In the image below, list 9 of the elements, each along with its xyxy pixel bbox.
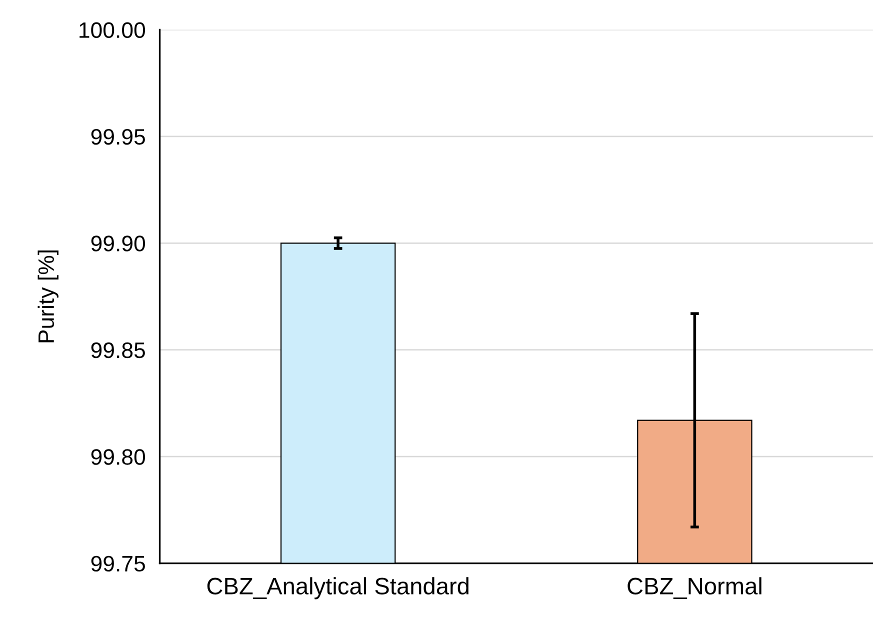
y-tick-label: 99.90 <box>91 236 146 252</box>
y-tick-label: 99.85 <box>91 342 145 358</box>
y-tick-label: 100.00 <box>80 22 146 38</box>
y-axis-title: Purity [%] <box>38 250 58 342</box>
y-tick-label: 99.95 <box>91 128 145 145</box>
x-tick-label: CBZ_Normal <box>628 577 762 599</box>
y-tick-label: 99.75 <box>91 556 145 572</box>
x-tick-label: CBZ_Analytical Standard <box>207 577 468 600</box>
y-tick-label: 99.80 <box>91 449 146 465</box>
